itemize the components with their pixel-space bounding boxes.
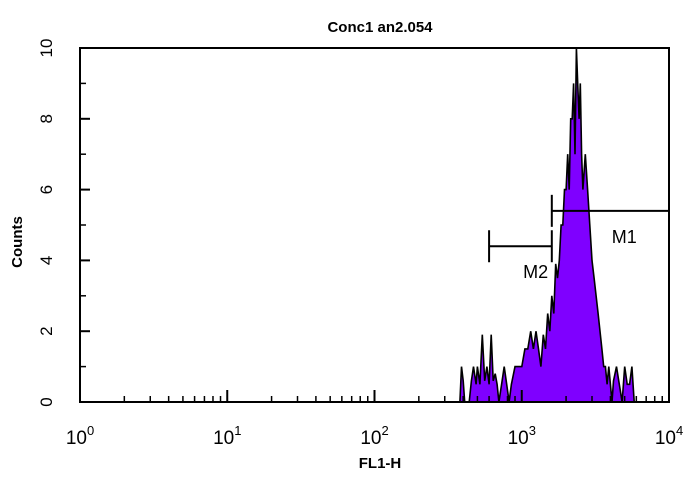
y-tick-label: 4 bbox=[37, 256, 56, 265]
y-tick-label: 6 bbox=[37, 185, 56, 194]
x-tick-label: 104 bbox=[655, 423, 683, 449]
chart-title: Conc1 an2.054 bbox=[327, 19, 433, 36]
histogram-fill bbox=[459, 48, 635, 402]
x-tick-label: 102 bbox=[360, 423, 388, 449]
gate-marker-m2: M2 bbox=[488, 230, 553, 282]
y-tick-label: 0 bbox=[37, 397, 56, 406]
gate-label: M1 bbox=[612, 227, 637, 247]
plot-area bbox=[79, 47, 670, 403]
x-tick-label: 101 bbox=[213, 423, 241, 449]
x-tick-label: 100 bbox=[66, 423, 94, 449]
x-axis-ticks: 100 101 102 103 104 bbox=[66, 390, 683, 449]
x-axis-label: FL1-H bbox=[359, 455, 402, 472]
gate-markers: M1 M2 bbox=[488, 194, 670, 282]
y-tick-label: 8 bbox=[37, 114, 56, 123]
histogram-outline bbox=[459, 47, 635, 403]
gate-marker-m1: M1 bbox=[550, 194, 670, 247]
y-axis-label: Counts bbox=[9, 216, 26, 268]
y-tick-label: 10 bbox=[37, 39, 56, 58]
x-tick-label: 103 bbox=[508, 423, 536, 449]
y-axis-ticks: 0 2 4 6 8 10 bbox=[37, 39, 90, 407]
y-tick-label: 2 bbox=[37, 326, 56, 335]
gate-label: M2 bbox=[523, 262, 548, 282]
